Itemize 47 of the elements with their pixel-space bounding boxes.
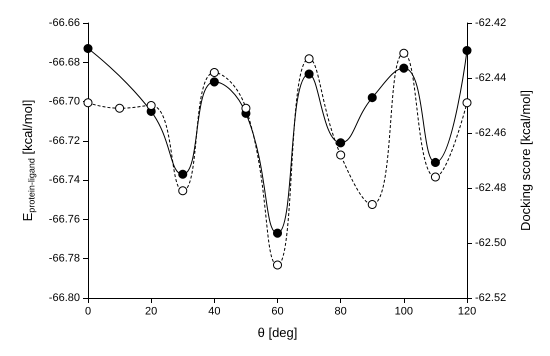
y-tick-label: -66.70	[48, 96, 80, 108]
point	[336, 150, 346, 160]
point	[304, 70, 314, 79]
point	[430, 158, 440, 167]
y2-tick-label: -62.52	[475, 292, 506, 304]
y2-tick-label: -62.42	[475, 17, 506, 29]
point	[399, 64, 408, 73]
y2-tick-label: -62.50	[475, 237, 506, 249]
point	[178, 186, 188, 196]
point	[273, 228, 282, 238]
x-tick-label: 0	[84, 306, 92, 318]
point	[84, 44, 92, 54]
point	[273, 260, 282, 270]
y-tick-label: -66.80	[48, 292, 80, 304]
y-tick-label: -66.78	[48, 252, 80, 265]
point	[368, 93, 377, 102]
y-tick-label: -66.76	[48, 213, 80, 226]
point	[84, 98, 92, 108]
x-axis-title: θ [deg]	[258, 325, 298, 340]
x-tick-label: 100	[394, 306, 414, 318]
x-tick-label: 60	[271, 306, 284, 318]
point	[115, 104, 124, 113]
y-tick-label: -66.66	[48, 17, 80, 29]
y2-axis-title: Docking score [kcal/mol]	[518, 90, 533, 231]
x-tick-label: 20	[145, 306, 158, 318]
point	[430, 172, 440, 182]
point	[462, 98, 472, 108]
point	[304, 54, 314, 64]
y-tick-label: -66.72	[48, 134, 80, 147]
x-tick-label: 80	[334, 306, 347, 318]
point	[146, 101, 156, 110]
y2-tick-label: -62.44	[475, 72, 506, 84]
y2-tick-label: -62.46	[475, 127, 506, 139]
point	[368, 200, 377, 209]
y-axis-title: Eprotein-ligand [kcal/mol]	[20, 100, 36, 222]
point	[336, 138, 346, 148]
point	[178, 170, 188, 179]
y2-tick-label: -62.48	[475, 182, 506, 194]
point	[399, 48, 408, 58]
point	[241, 104, 250, 113]
y-tick-label: -66.74	[48, 174, 80, 186]
point	[210, 77, 219, 86]
x-tick-label: 40	[208, 306, 220, 318]
x-tick-label: 120	[458, 306, 476, 318]
point	[210, 68, 219, 77]
point	[462, 46, 472, 55]
y-tick-label: -66.68	[48, 56, 80, 68]
